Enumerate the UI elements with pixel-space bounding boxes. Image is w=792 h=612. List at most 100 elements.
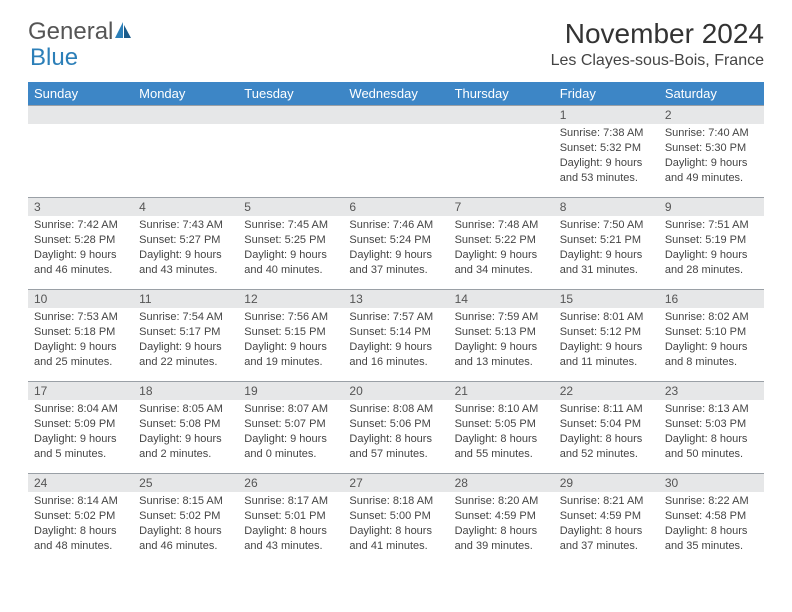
day-number: 10 [28, 290, 133, 308]
sunrise-text: Sunrise: 8:15 AM [139, 494, 232, 509]
calendar-cell: 25Sunrise: 8:15 AMSunset: 5:02 PMDayligh… [133, 474, 238, 566]
day-details: Sunrise: 8:10 AMSunset: 5:05 PMDaylight:… [449, 400, 554, 465]
sunset-text: Sunset: 4:59 PM [560, 509, 653, 524]
calendar-cell: 8Sunrise: 7:50 AMSunset: 5:21 PMDaylight… [554, 198, 659, 290]
calendar-cell: 14Sunrise: 7:59 AMSunset: 5:13 PMDayligh… [449, 290, 554, 382]
day-number: 30 [659, 474, 764, 492]
day-details: Sunrise: 8:14 AMSunset: 5:02 PMDaylight:… [28, 492, 133, 557]
calendar-cell [238, 106, 343, 198]
day-details: Sunrise: 8:13 AMSunset: 5:03 PMDaylight:… [659, 400, 764, 465]
day-number: 1 [554, 106, 659, 124]
daylight-text: Daylight: 8 hours and 57 minutes. [349, 432, 442, 462]
calendar-row: 3Sunrise: 7:42 AMSunset: 5:28 PMDaylight… [28, 198, 764, 290]
calendar-cell: 24Sunrise: 8:14 AMSunset: 5:02 PMDayligh… [28, 474, 133, 566]
calendar-body: 1Sunrise: 7:38 AMSunset: 5:32 PMDaylight… [28, 106, 764, 566]
sunset-text: Sunset: 5:12 PM [560, 325, 653, 340]
day-number: 25 [133, 474, 238, 492]
daylight-text: Daylight: 8 hours and 50 minutes. [665, 432, 758, 462]
sunset-text: Sunset: 5:09 PM [34, 417, 127, 432]
sunset-text: Sunset: 5:25 PM [244, 233, 337, 248]
calendar-row: 24Sunrise: 8:14 AMSunset: 5:02 PMDayligh… [28, 474, 764, 566]
sunset-text: Sunset: 5:01 PM [244, 509, 337, 524]
sunrise-text: Sunrise: 8:22 AM [665, 494, 758, 509]
sunrise-text: Sunrise: 7:43 AM [139, 218, 232, 233]
day-number: 2 [659, 106, 764, 124]
sunset-text: Sunset: 5:24 PM [349, 233, 442, 248]
sunset-text: Sunset: 5:00 PM [349, 509, 442, 524]
day-details: Sunrise: 7:56 AMSunset: 5:15 PMDaylight:… [238, 308, 343, 373]
day-number: 8 [554, 198, 659, 216]
sunset-text: Sunset: 5:21 PM [560, 233, 653, 248]
day-number: 24 [28, 474, 133, 492]
daylight-text: Daylight: 9 hours and 49 minutes. [665, 156, 758, 186]
sunrise-text: Sunrise: 8:20 AM [455, 494, 548, 509]
day-details: Sunrise: 7:53 AMSunset: 5:18 PMDaylight:… [28, 308, 133, 373]
sunrise-text: Sunrise: 7:53 AM [34, 310, 127, 325]
daylight-text: Daylight: 9 hours and 43 minutes. [139, 248, 232, 278]
daylight-text: Daylight: 9 hours and 0 minutes. [244, 432, 337, 462]
sunset-text: Sunset: 5:10 PM [665, 325, 758, 340]
day-details: Sunrise: 7:57 AMSunset: 5:14 PMDaylight:… [343, 308, 448, 373]
empty-day [343, 106, 448, 124]
daylight-text: Daylight: 9 hours and 53 minutes. [560, 156, 653, 186]
calendar-cell: 2Sunrise: 7:40 AMSunset: 5:30 PMDaylight… [659, 106, 764, 198]
daylight-text: Daylight: 9 hours and 22 minutes. [139, 340, 232, 370]
day-details: Sunrise: 8:02 AMSunset: 5:10 PMDaylight:… [659, 308, 764, 373]
day-details: Sunrise: 7:45 AMSunset: 5:25 PMDaylight:… [238, 216, 343, 281]
day-details: Sunrise: 8:01 AMSunset: 5:12 PMDaylight:… [554, 308, 659, 373]
calendar-table: Sunday Monday Tuesday Wednesday Thursday… [28, 82, 764, 566]
sunrise-text: Sunrise: 7:56 AM [244, 310, 337, 325]
day-details: Sunrise: 7:43 AMSunset: 5:27 PMDaylight:… [133, 216, 238, 281]
sunset-text: Sunset: 5:03 PM [665, 417, 758, 432]
calendar-cell [343, 106, 448, 198]
sunrise-text: Sunrise: 7:51 AM [665, 218, 758, 233]
day-details: Sunrise: 7:51 AMSunset: 5:19 PMDaylight:… [659, 216, 764, 281]
calendar-cell: 22Sunrise: 8:11 AMSunset: 5:04 PMDayligh… [554, 382, 659, 474]
weekday-header: Thursday [449, 82, 554, 106]
calendar-cell: 15Sunrise: 8:01 AMSunset: 5:12 PMDayligh… [554, 290, 659, 382]
day-number: 3 [28, 198, 133, 216]
daylight-text: Daylight: 9 hours and 40 minutes. [244, 248, 337, 278]
sunset-text: Sunset: 5:32 PM [560, 141, 653, 156]
weekday-header: Sunday [28, 82, 133, 106]
calendar-cell: 28Sunrise: 8:20 AMSunset: 4:59 PMDayligh… [449, 474, 554, 566]
title-block: November 2024 Les Clayes-sous-Bois, Fran… [551, 18, 764, 70]
day-details: Sunrise: 8:11 AMSunset: 5:04 PMDaylight:… [554, 400, 659, 465]
sunset-text: Sunset: 5:17 PM [139, 325, 232, 340]
logo-text-general: General [28, 18, 113, 46]
sunrise-text: Sunrise: 8:17 AM [244, 494, 337, 509]
sunrise-text: Sunrise: 8:13 AM [665, 402, 758, 417]
daylight-text: Daylight: 8 hours and 41 minutes. [349, 524, 442, 554]
calendar-cell [449, 106, 554, 198]
calendar-cell: 6Sunrise: 7:46 AMSunset: 5:24 PMDaylight… [343, 198, 448, 290]
day-details: Sunrise: 8:17 AMSunset: 5:01 PMDaylight:… [238, 492, 343, 557]
daylight-text: Daylight: 9 hours and 31 minutes. [560, 248, 653, 278]
day-number: 19 [238, 382, 343, 400]
sunset-text: Sunset: 5:13 PM [455, 325, 548, 340]
calendar-row: 10Sunrise: 7:53 AMSunset: 5:18 PMDayligh… [28, 290, 764, 382]
sunset-text: Sunset: 5:19 PM [665, 233, 758, 248]
day-details: Sunrise: 8:04 AMSunset: 5:09 PMDaylight:… [28, 400, 133, 465]
calendar-cell: 9Sunrise: 7:51 AMSunset: 5:19 PMDaylight… [659, 198, 764, 290]
calendar-cell: 16Sunrise: 8:02 AMSunset: 5:10 PMDayligh… [659, 290, 764, 382]
sunrise-text: Sunrise: 7:40 AM [665, 126, 758, 141]
calendar-cell: 21Sunrise: 8:10 AMSunset: 5:05 PMDayligh… [449, 382, 554, 474]
logo-sail-icon [113, 20, 133, 45]
day-details: Sunrise: 7:38 AMSunset: 5:32 PMDaylight:… [554, 124, 659, 189]
location: Les Clayes-sous-Bois, France [551, 52, 764, 70]
sunrise-text: Sunrise: 8:10 AM [455, 402, 548, 417]
day-number: 28 [449, 474, 554, 492]
day-number: 11 [133, 290, 238, 308]
sunset-text: Sunset: 5:22 PM [455, 233, 548, 248]
day-details: Sunrise: 7:46 AMSunset: 5:24 PMDaylight:… [343, 216, 448, 281]
sunrise-text: Sunrise: 7:45 AM [244, 218, 337, 233]
day-number: 5 [238, 198, 343, 216]
daylight-text: Daylight: 9 hours and 34 minutes. [455, 248, 548, 278]
calendar-cell: 17Sunrise: 8:04 AMSunset: 5:09 PMDayligh… [28, 382, 133, 474]
calendar-cell: 27Sunrise: 8:18 AMSunset: 5:00 PMDayligh… [343, 474, 448, 566]
day-number: 13 [343, 290, 448, 308]
day-number: 7 [449, 198, 554, 216]
calendar-cell [133, 106, 238, 198]
sunrise-text: Sunrise: 7:48 AM [455, 218, 548, 233]
day-details: Sunrise: 8:07 AMSunset: 5:07 PMDaylight:… [238, 400, 343, 465]
